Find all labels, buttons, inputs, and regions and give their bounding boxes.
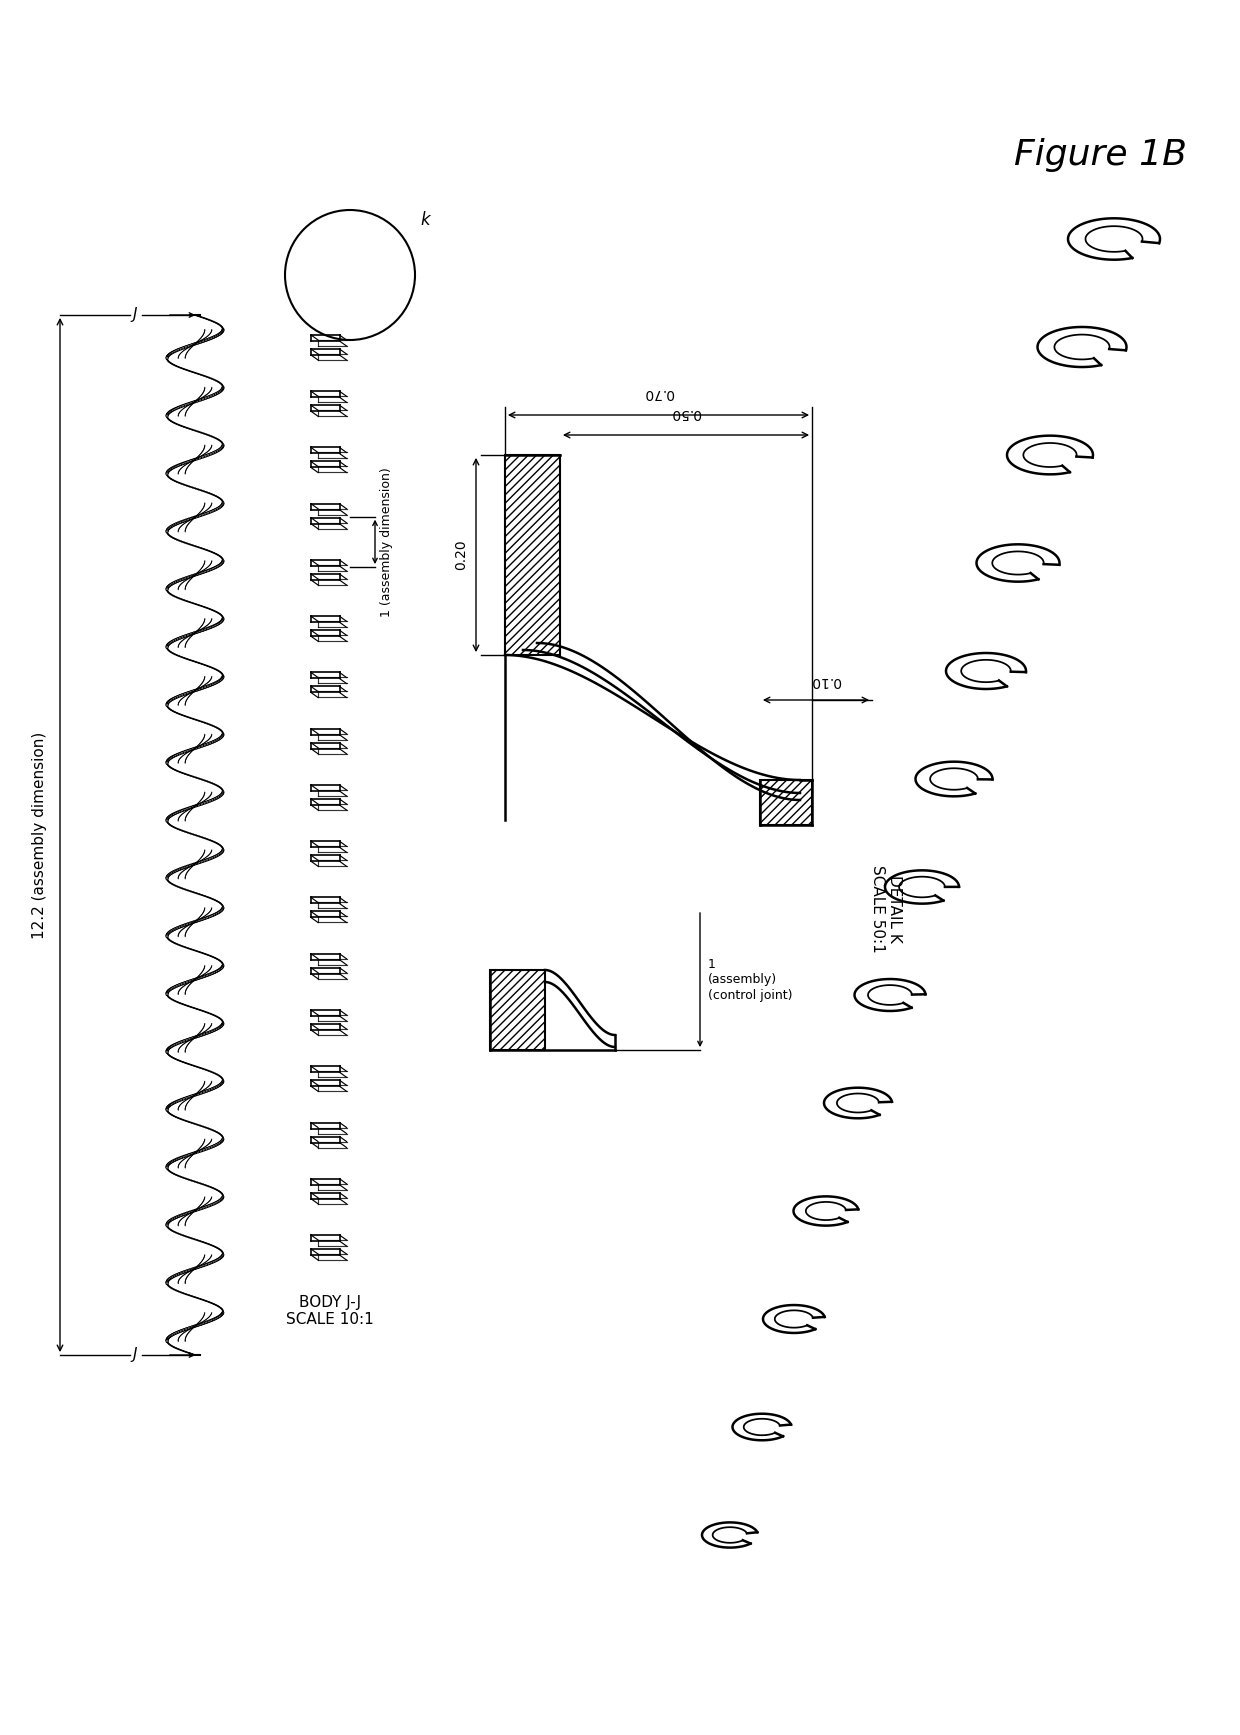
Text: BODY J-J
SCALE 10:1: BODY J-J SCALE 10:1 [286,1294,374,1327]
Text: 0.70: 0.70 [644,385,673,401]
Text: 12.2 (assembly dimension): 12.2 (assembly dimension) [32,732,47,939]
Text: J: J [133,1348,136,1362]
Bar [490,970,546,1050]
Text: 1 (assembly dimension): 1 (assembly dimension) [379,467,393,616]
Text: 1
(assembly)
(control joint): 1 (assembly) (control joint) [708,958,792,1001]
Text: 0.10: 0.10 [811,673,842,689]
Text: 0.20: 0.20 [454,540,467,571]
Text: Figure 1B: Figure 1B [1013,139,1187,172]
Text: DETAIL K
SCALE 50:1: DETAIL K SCALE 50:1 [870,866,903,953]
Bar [505,455,560,656]
Text: J: J [133,307,136,323]
Text: 0.50: 0.50 [671,406,702,420]
Bar [760,781,812,826]
Text: k: k [420,212,429,229]
